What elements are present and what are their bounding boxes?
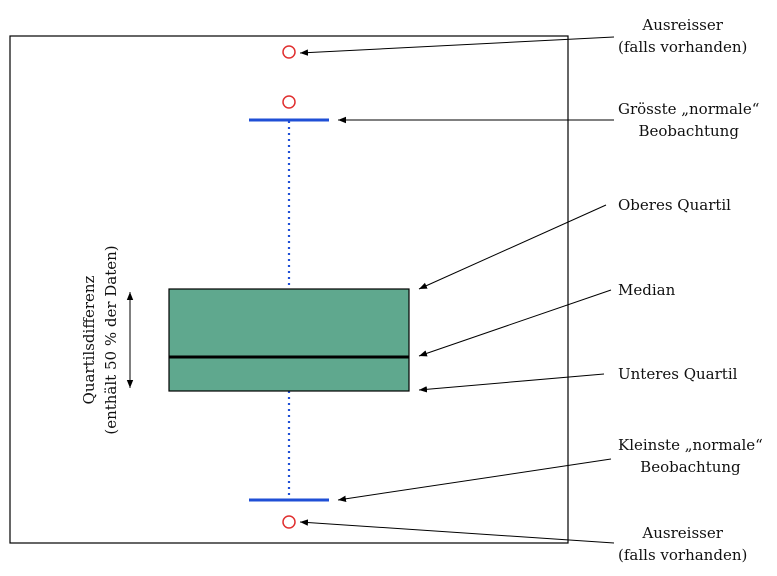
- plot-frame: [9, 35, 569, 544]
- label-upper-quartile-text: Oberes Quartil: [618, 196, 731, 214]
- label-outlier-bottom: Ausreisser (falls vorhanden): [618, 522, 747, 566]
- arrow-median: [418, 289, 612, 357]
- label-median: Median: [618, 279, 675, 301]
- label-max-line2: Beobachtung: [638, 122, 739, 140]
- label-outlier-top: Ausreisser (falls vorhanden): [618, 14, 747, 58]
- label-interquartile-range: Quartilsdifferenz (enthält 50 % der Date…: [78, 245, 122, 434]
- label-max-line1: Grösste „normale“: [618, 100, 760, 118]
- label-median-text: Median: [618, 281, 676, 299]
- label-min-line2: Beobachtung: [640, 458, 741, 476]
- label-min-observation: Kleinste „normale“ Beobachtung: [618, 434, 763, 478]
- outlier-top-2: [282, 95, 296, 109]
- label-iqr-line1: Quartilsdifferenz: [80, 275, 98, 405]
- label-max-observation: Grösste „normale“ Beobachtung: [618, 98, 759, 142]
- arrow-lower-quartile: [418, 373, 605, 393]
- label-outlier-bottom-line2: (falls vorhanden): [618, 546, 748, 564]
- label-outlier-bottom-line1: Ausreisser: [642, 524, 723, 542]
- outlier-top-1: [282, 45, 296, 59]
- label-upper-quartile: Oberes Quartil: [618, 194, 731, 216]
- label-outlier-top-line2: (falls vorhanden): [618, 38, 748, 56]
- label-iqr-line2: (enthält 50 % der Daten): [102, 245, 120, 435]
- arrow-outlier-bottom: [299, 519, 615, 544]
- interquartile-box: [168, 288, 410, 392]
- label-outlier-top-line1: Ausreisser: [642, 16, 723, 34]
- label-min-line1: Kleinste „normale“: [618, 436, 763, 454]
- outlier-bottom: [282, 515, 296, 529]
- label-lower-quartile: Unteres Quartil: [618, 363, 737, 385]
- arrow-upper-quartile: [418, 204, 607, 290]
- label-lower-quartile-text: Unteres Quartil: [618, 365, 738, 383]
- arrow-outlier-top: [299, 36, 615, 56]
- arrow-min: [337, 458, 612, 502]
